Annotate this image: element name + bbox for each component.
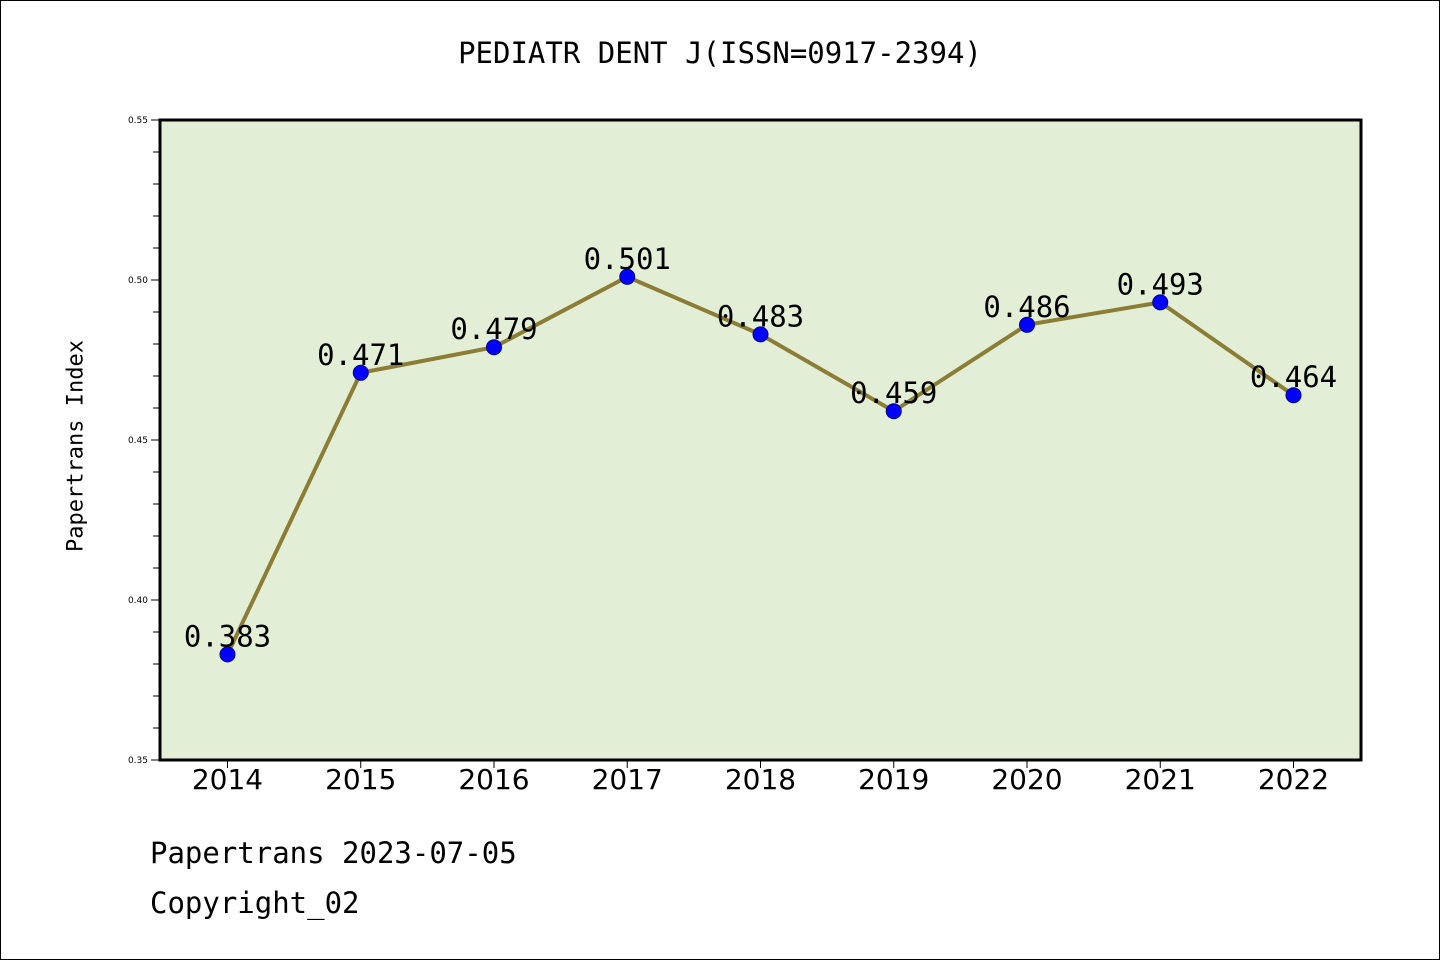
x-tick-label: 2021	[1125, 763, 1196, 796]
data-point	[1019, 316, 1035, 333]
data-label: 0.464	[1250, 360, 1337, 394]
x-tick-label: 2014	[192, 763, 263, 796]
x-tick-label: 2022	[1258, 763, 1329, 796]
y-tick-label: 0.40	[128, 596, 148, 606]
data-label: 0.493	[1117, 267, 1204, 301]
data-label: 0.471	[317, 338, 404, 372]
data-label: 0.383	[184, 619, 271, 653]
data-point	[486, 339, 502, 356]
data-label: 0.479	[450, 312, 537, 346]
chart-title: PEDIATR DENT J(ISSN=0917-2394)	[458, 36, 982, 70]
x-tick-label: 2020	[991, 763, 1062, 796]
data-point	[885, 403, 902, 420]
data-label: 0.501	[584, 242, 671, 276]
data-point	[1152, 294, 1169, 311]
data-point	[619, 268, 636, 285]
x-tick-label: 2016	[458, 763, 529, 796]
data-point	[352, 364, 369, 381]
data-markers	[219, 268, 1302, 663]
data-label: 0.459	[850, 376, 937, 410]
y-tick-label: 0.45	[128, 436, 148, 446]
footer-copyright: Copyright_02	[150, 886, 360, 920]
data-label: 0.483	[717, 299, 804, 333]
y-tick-label: 0.55	[128, 116, 148, 126]
data-labels: 0.383 0.471 0.479 0.501 0.483 0.459 0.486 0.493…	[184, 242, 1337, 654]
x-tick-label: 2019	[858, 763, 929, 796]
x-axis: 2014 2015 2016 2017 2018 2019 2020 2021 2022	[192, 760, 1329, 796]
x-tick-label: 2018	[725, 763, 796, 796]
plot-area	[158, 118, 1363, 762]
data-point	[752, 326, 769, 343]
y-tick-label: 0.50	[128, 276, 148, 286]
y-tick-label: 0.35	[128, 756, 148, 766]
y-axis: 0.35 0.40 0.45 0.50 0.55	[128, 116, 160, 766]
footer-date: Papertrans 2023-07-05	[150, 836, 517, 870]
x-tick-label: 2017	[592, 763, 663, 796]
data-point	[1285, 387, 1302, 404]
data-point	[219, 646, 236, 663]
data-label: 0.486	[983, 290, 1070, 324]
x-tick-label: 2015	[325, 763, 396, 796]
